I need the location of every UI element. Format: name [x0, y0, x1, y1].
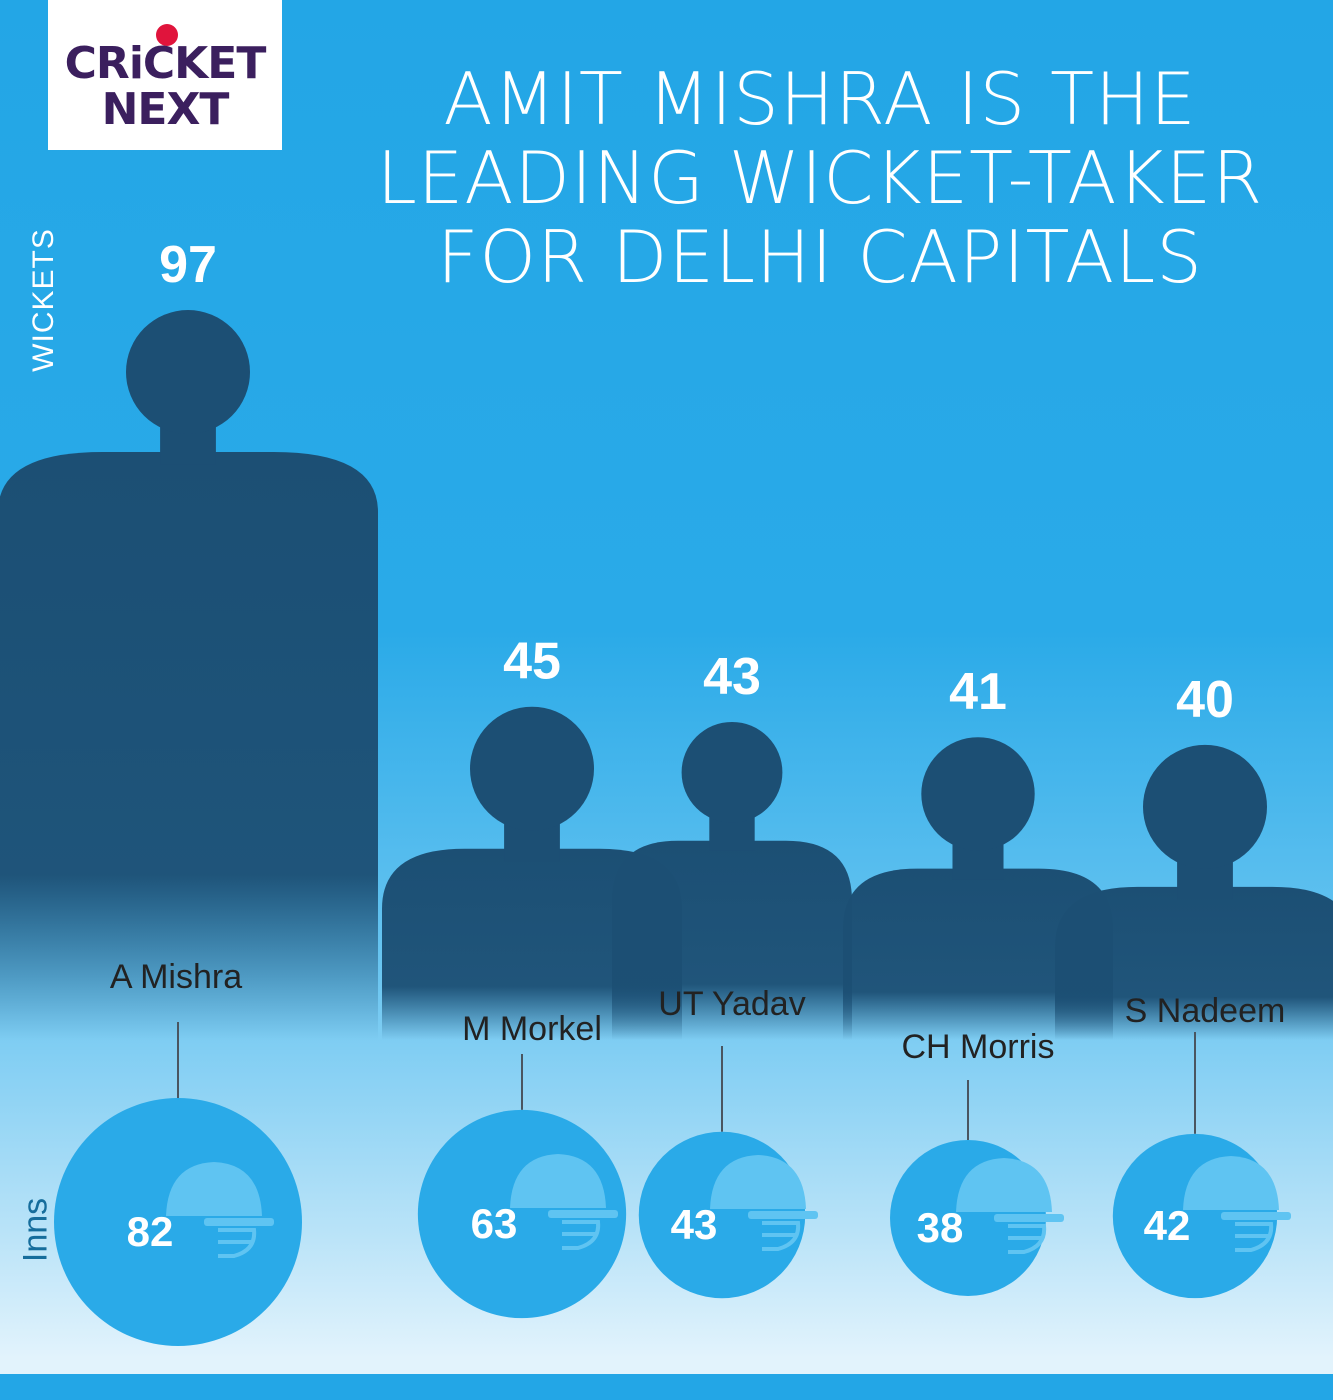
title-line-3: FOR DELHI CAPITALS — [437, 215, 1203, 299]
wickets-value-label: 43 — [703, 648, 761, 706]
player-name-label: S Nadeem — [1125, 992, 1286, 1030]
wickets-value-label: 45 — [503, 633, 561, 691]
player-torso — [0, 452, 378, 1040]
player-name-label: M Morkel — [462, 1010, 602, 1048]
helmet-grille — [762, 1221, 801, 1251]
helmet-shell — [1183, 1156, 1279, 1210]
innings-value-label: 43 — [671, 1201, 718, 1248]
innings-value-label: 42 — [1144, 1202, 1191, 1249]
player-head — [470, 706, 594, 831]
player-name-label: CH Morris — [902, 1028, 1055, 1066]
player-torso — [843, 868, 1113, 1040]
helmet-peak — [1221, 1212, 1291, 1220]
bottom-bar — [0, 1374, 1333, 1400]
title-line-1: AMIT MISHRA IS THE — [443, 57, 1197, 141]
helmet-shell — [510, 1154, 606, 1208]
innings-bubble — [54, 1098, 302, 1346]
chart-title: AMIT MISHRA IS THE LEADING WICKET-TAKER … — [330, 60, 1310, 297]
helmet-shell — [166, 1162, 262, 1216]
player-bar — [0, 310, 378, 1040]
player-torso — [1055, 886, 1333, 1040]
player-bar — [1055, 744, 1333, 1040]
title-line-2: LEADING WICKET-TAKER — [376, 136, 1264, 220]
logo-line-1: CRiCKET — [64, 38, 267, 89]
cricket-ball-icon — [156, 24, 178, 46]
wickets-value-label: 97 — [159, 236, 217, 294]
helmet-icon — [510, 1154, 618, 1250]
helmet-grille — [1235, 1222, 1274, 1252]
helmet-peak — [994, 1214, 1064, 1222]
player-bar — [382, 706, 682, 1040]
logo-line-2: NEXT — [101, 84, 230, 135]
wickets-value-label: 41 — [949, 663, 1007, 721]
player-bar — [612, 721, 852, 1040]
player-torso — [612, 840, 852, 1040]
player-name-label: A Mishra — [110, 958, 242, 996]
helmet-grille — [562, 1220, 601, 1250]
player-torso — [382, 848, 682, 1040]
helmet-peak — [748, 1211, 818, 1219]
player-head — [681, 721, 783, 823]
helmet-shell — [710, 1155, 806, 1209]
helmet-peak — [548, 1210, 618, 1218]
wickets-value-label: 40 — [1176, 671, 1234, 729]
innings-value-label: 82 — [127, 1208, 174, 1255]
helmet-grille — [218, 1228, 257, 1258]
helmet-icon — [1183, 1156, 1291, 1252]
innings-value-label: 63 — [471, 1200, 518, 1247]
helmet-grille — [1008, 1224, 1047, 1254]
innings-value-label: 38 — [917, 1204, 964, 1251]
player-head — [126, 310, 250, 434]
helmet-icon — [956, 1158, 1064, 1254]
player-bar — [843, 737, 1113, 1040]
helmet-shell — [956, 1158, 1052, 1212]
brand-logo: CRiCKET NEXT — [48, 0, 282, 150]
helmet-icon — [166, 1162, 274, 1258]
player-head — [1143, 744, 1267, 869]
helmet-peak — [204, 1218, 274, 1226]
helmet-icon — [710, 1155, 818, 1251]
player-head — [921, 737, 1035, 851]
player-name-label: UT Yadav — [658, 985, 805, 1023]
